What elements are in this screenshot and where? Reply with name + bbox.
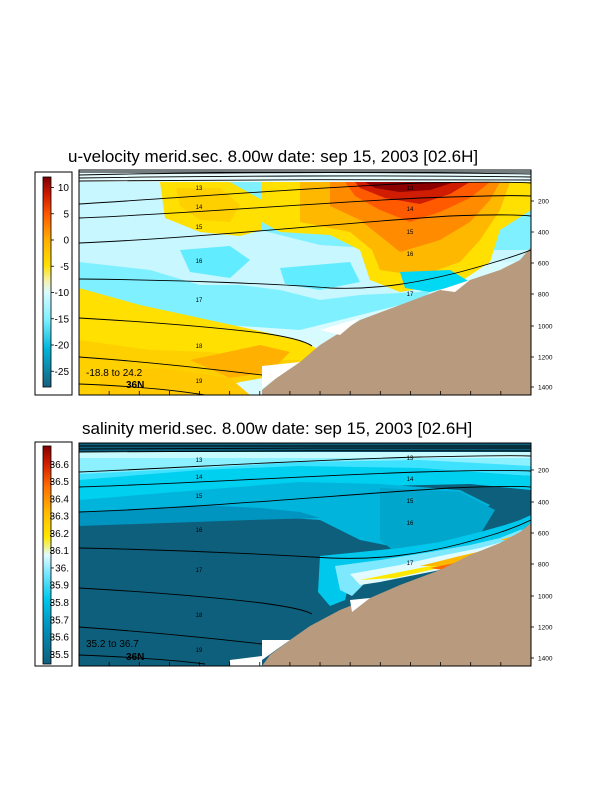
velocity-x-ticks xyxy=(78,391,532,395)
salinity-plot-frame xyxy=(78,442,532,667)
layer-number-label: 18 xyxy=(196,613,203,619)
velocity-lat-label: 36N xyxy=(126,380,144,391)
depth-tick-label: 200 xyxy=(538,199,549,206)
velocity-depth-axis: 200 400 600 800 1000 1200 1400 xyxy=(531,199,553,392)
colorbar-tick-label: 35.5 xyxy=(50,650,70,661)
salinity-land-mask xyxy=(262,523,531,666)
colorbar-tick-label: 36.2 xyxy=(50,529,70,540)
salinity-contours xyxy=(79,445,531,665)
depth-tick-label: 400 xyxy=(538,500,549,507)
layer-number-label: 14 xyxy=(407,207,414,213)
colorbar-tick-label: 36.1 xyxy=(50,546,70,557)
salinity-layer-labels: 13 14 15 16 17 18 19 13 14 15 16 17 xyxy=(196,456,414,654)
salinity-colorbar-strip xyxy=(42,445,52,665)
colorbar-tick-label: -25 xyxy=(55,367,70,378)
depth-tick-label: 1200 xyxy=(538,625,553,632)
depth-tick-label: 600 xyxy=(538,261,549,268)
depth-tick-label: 1200 xyxy=(538,355,553,362)
colorbar-tick-label: 35.8 xyxy=(50,598,70,609)
depth-tick-label: 1000 xyxy=(538,324,553,331)
colorbar-tick-label: 35.7 xyxy=(50,615,70,626)
layer-number-label: 17 xyxy=(407,561,414,567)
layer-number-label: 14 xyxy=(196,475,203,481)
layer-number-label: 13 xyxy=(196,186,203,192)
salinity-colorbar: 36.6 36.5 36.4 36.3 36.2 36.1 36. 35.9 35.8 35.7 3… xyxy=(34,441,73,667)
layer-number-label: 17 xyxy=(196,568,203,574)
layer-number-label: 16 xyxy=(196,259,203,265)
depth-tick-label: 200 xyxy=(538,468,549,475)
colorbar-tick-label: 10 xyxy=(58,183,70,194)
colorbar-tick-label: 0 xyxy=(63,236,69,247)
salinity-panel-title: salinity merid.sec. 8.00w date: sep 15, … xyxy=(82,419,472,438)
depth-tick-label: 400 xyxy=(538,230,549,237)
depth-tick-label: 1400 xyxy=(538,656,553,663)
velocity-colorbar: 10 5 0 -5 -10 -15 -20 -25 xyxy=(34,171,73,396)
layer-number-label: 16 xyxy=(407,521,414,527)
depth-tick-label: 600 xyxy=(538,531,549,538)
colorbar-tick-label: -15 xyxy=(55,314,70,325)
colorbar-tick-label: 36.6 xyxy=(50,460,70,471)
velocity-colorbar-frame xyxy=(34,171,73,396)
colorbar-tick-label: 35.9 xyxy=(50,581,70,592)
salinity-range-text: 35.2 to 36.7 xyxy=(86,639,139,650)
layer-number-label: 15 xyxy=(196,225,203,231)
velocity-colorbar-ticks: 10 5 0 -5 -10 -15 -20 -25 xyxy=(51,183,69,378)
colorbar-tick-label: 5 xyxy=(63,209,69,220)
layer-number-label: 14 xyxy=(196,205,203,211)
velocity-plot-frame xyxy=(78,169,532,396)
velocity-layer-labels: 13 14 15 16 17 18 19 13 14 15 16 17 xyxy=(196,186,414,385)
velocity-contours xyxy=(79,171,531,395)
layer-number-label: 19 xyxy=(196,648,203,654)
salinity-colorbar-ticks: 36.6 36.5 36.4 36.3 36.2 36.1 36. 35.9 35.8 35.7 3… xyxy=(50,460,70,661)
velocity-panel-title: u-velocity merid.sec. 8.00w date: sep 15… xyxy=(68,147,478,166)
depth-tick-label: 1000 xyxy=(538,594,553,601)
colorbar-tick-label: -10 xyxy=(55,288,70,299)
salinity-depth-axis: 200 400 600 800 1000 1200 1400 xyxy=(531,468,553,663)
colorbar-tick-label: 36. xyxy=(55,563,69,574)
salinity-colorbar-frame xyxy=(34,441,73,667)
salinity-x-ticks xyxy=(78,662,532,666)
colorbar-tick-label: 35.6 xyxy=(50,633,70,644)
layer-number-label: 17 xyxy=(196,298,203,304)
depth-tick-label: 800 xyxy=(538,562,549,569)
layer-number-label: 19 xyxy=(196,379,203,385)
colorbar-tick-label: 36.5 xyxy=(50,477,70,488)
colorbar-tick-label: -5 xyxy=(60,262,69,273)
layer-number-label: 13 xyxy=(196,458,203,464)
layer-number-label: 18 xyxy=(196,344,203,350)
colorbar-tick-label: 36.4 xyxy=(50,494,70,505)
velocity-colorbar-strip xyxy=(42,176,52,388)
layer-number-label: 14 xyxy=(407,477,414,483)
layer-number-label: 15 xyxy=(196,494,203,500)
colorbar-tick-label: 36.3 xyxy=(50,512,70,523)
layer-number-label: 16 xyxy=(196,528,203,534)
depth-tick-label: 800 xyxy=(538,292,549,299)
layer-number-label: 13 xyxy=(407,186,414,192)
layer-number-label: 16 xyxy=(407,252,414,258)
salinity-section-field xyxy=(79,443,531,666)
depth-tick-label: 1400 xyxy=(538,385,553,392)
layer-number-label: 15 xyxy=(407,230,414,236)
layer-number-label: 15 xyxy=(407,499,414,505)
velocity-section-field xyxy=(79,170,531,395)
colorbar-tick-label: -20 xyxy=(55,341,70,352)
layer-number-label: 13 xyxy=(407,456,414,462)
layer-number-label: 17 xyxy=(407,292,414,298)
salinity-lat-label: 36N xyxy=(126,652,144,663)
velocity-range-text: -18.8 to 24.2 xyxy=(86,368,143,379)
